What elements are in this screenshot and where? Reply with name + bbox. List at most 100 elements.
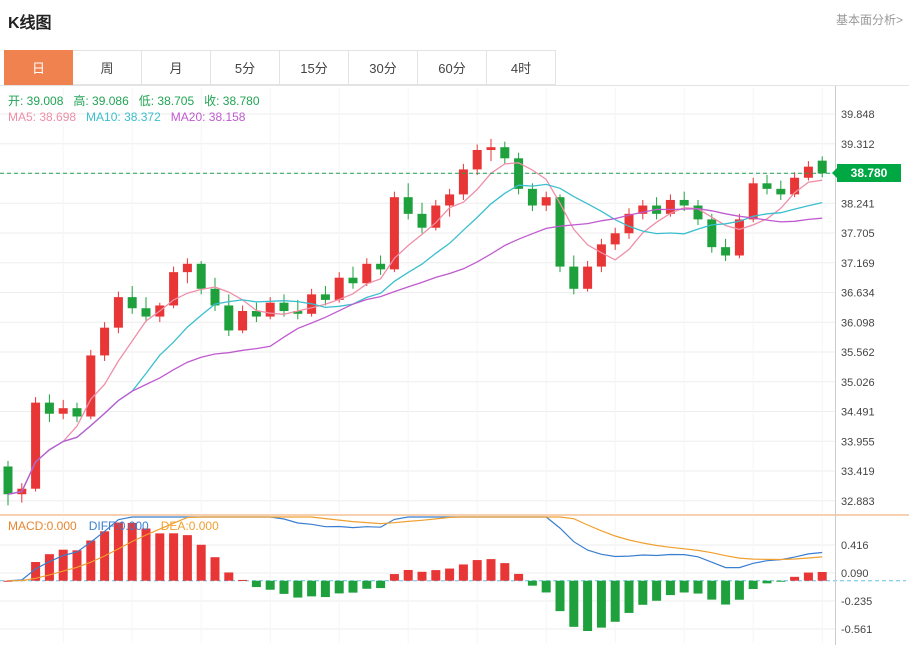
- macd-bar: [638, 580, 648, 605]
- macd-bar: [238, 579, 248, 581]
- macd-bar: [693, 580, 703, 594]
- macd-bar: [610, 580, 620, 622]
- candle-body: [403, 197, 413, 214]
- candle-body: [238, 311, 248, 331]
- candle-body: [486, 147, 496, 150]
- macd-bar: [113, 522, 123, 581]
- macd-axis-label: -0.235: [841, 596, 872, 608]
- macd-bar: [58, 549, 68, 581]
- y-axis-label: 36.098: [841, 317, 875, 329]
- macd-bar: [155, 533, 165, 581]
- chart-area: 39.848 39.312 38.780 38.241 37.705 37.169 36.6…: [0, 86, 909, 645]
- y-axis-label: 38.241: [841, 198, 875, 210]
- candlestick-chart[interactable]: 39.848 39.312 38.780 38.241 37.705 37.169 36.6…: [0, 86, 909, 645]
- macd-bar: [389, 574, 399, 581]
- candle-body: [803, 166, 813, 178]
- macd-bar: [224, 572, 234, 581]
- candle-body: [279, 302, 289, 312]
- candle-body: [721, 247, 731, 256]
- current-price-value: 38.780: [850, 166, 888, 181]
- candle-body: [693, 205, 703, 220]
- macd-bar: [500, 563, 510, 581]
- macd-axis-label: 0.090: [841, 568, 869, 580]
- y-axis-label: 33.955: [841, 436, 875, 448]
- tab-week[interactable]: 周: [73, 50, 142, 85]
- macd-bar: [790, 576, 800, 581]
- candle-body: [389, 197, 399, 270]
- candle-body: [776, 188, 786, 195]
- candle-body: [265, 302, 275, 317]
- candle-body: [679, 199, 689, 206]
- tab-4hour[interactable]: 4时: [487, 50, 556, 85]
- macd-bar: [293, 580, 303, 598]
- candle-body: [58, 408, 68, 414]
- macd-bar: [169, 533, 179, 581]
- candle-body: [445, 194, 455, 206]
- y-axis-label: 39.848: [841, 109, 875, 121]
- macd-bar: [748, 580, 758, 590]
- macd-bar: [182, 535, 192, 581]
- candle-body: [596, 244, 606, 267]
- macd-bar: [762, 580, 772, 584]
- macd-bar: [348, 580, 358, 593]
- tab-30min[interactable]: 30分: [349, 50, 418, 85]
- candle-body: [31, 402, 41, 489]
- candle-body: [790, 177, 800, 195]
- candle-body: [762, 183, 772, 189]
- macd-bar: [624, 580, 634, 613]
- macd-axis-label: -0.561: [841, 624, 872, 636]
- y-axis-label: 34.491: [841, 407, 875, 419]
- candle-body: [624, 213, 634, 234]
- candle-body: [458, 169, 468, 195]
- macd-bar: [514, 573, 524, 581]
- candle-body: [610, 233, 620, 245]
- candle-body: [555, 197, 565, 267]
- candle-body: [527, 188, 537, 206]
- candle-body: [665, 199, 675, 214]
- macd-bar: [3, 580, 13, 582]
- candle-body: [210, 288, 220, 306]
- period-tabs: 日 周 月 5分 15分 30分 60分 4时: [0, 50, 909, 86]
- candle-body: [293, 311, 303, 314]
- candle-body: [500, 147, 510, 159]
- y-axis-label: 32.883: [841, 496, 875, 508]
- y-axis-label: 37.169: [841, 258, 875, 270]
- macd-bar: [403, 569, 413, 581]
- y-axis-label: 33.419: [841, 466, 875, 478]
- macd-bar: [445, 568, 455, 581]
- macd-bar: [665, 580, 675, 596]
- macd-bar: [721, 580, 731, 605]
- fundamental-analysis-link[interactable]: 基本面分析>: [835, 13, 903, 27]
- macd-bar: [31, 562, 41, 581]
- candle-body: [113, 297, 123, 328]
- macd-bar: [583, 580, 593, 632]
- y-axis-label: 39.312: [841, 139, 875, 151]
- candle-body: [169, 272, 179, 306]
- candle-body: [182, 263, 192, 273]
- candle-body: [72, 408, 82, 417]
- macd-axis-label: 0.416: [841, 540, 869, 552]
- tab-15min[interactable]: 15分: [280, 50, 349, 85]
- tab-5min[interactable]: 5分: [211, 50, 280, 85]
- candle-body: [417, 213, 427, 228]
- macd-bar: [320, 580, 330, 598]
- tab-60min[interactable]: 60分: [418, 50, 487, 85]
- macd-bar: [362, 580, 372, 589]
- candle-body: [569, 266, 579, 289]
- ma5-line: [7, 162, 823, 495]
- tab-day[interactable]: 日: [4, 50, 73, 85]
- y-axis-label: 35.562: [841, 347, 875, 359]
- macd-bar: [279, 580, 289, 594]
- macd-bar: [458, 564, 468, 581]
- candle-body: [44, 402, 54, 414]
- candle-body: [127, 297, 137, 309]
- candle-body: [100, 327, 110, 356]
- candle-body: [251, 311, 261, 317]
- candle-body: [141, 308, 151, 317]
- macd-bar: [141, 528, 151, 581]
- tab-month[interactable]: 月: [142, 50, 211, 85]
- candle-body: [362, 263, 372, 284]
- candle-body: [3, 466, 13, 495]
- page-title: K线图: [8, 15, 52, 32]
- macd-bar: [196, 544, 206, 581]
